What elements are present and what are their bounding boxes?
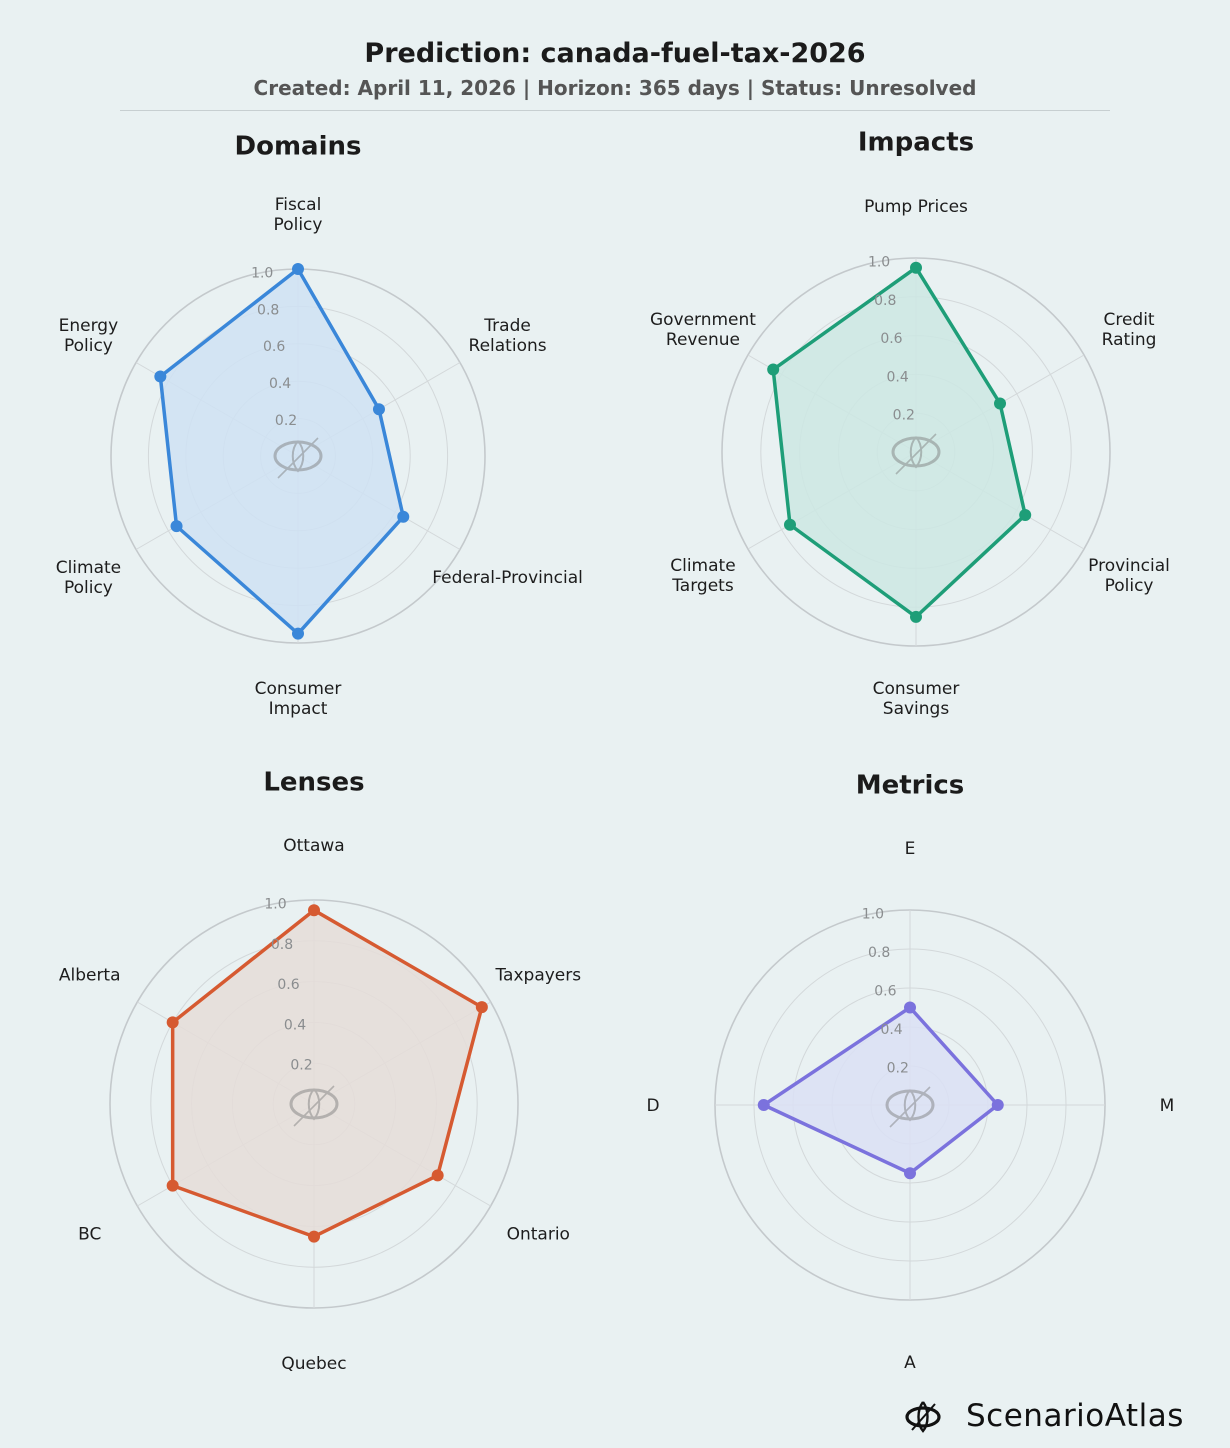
axis-label: Climate Targets [670, 556, 735, 596]
data-point [292, 263, 304, 275]
radial-tick-label: 0.6 [880, 331, 902, 347]
radial-tick-label: 0.2 [893, 408, 915, 424]
data-point [372, 403, 385, 416]
data-point [991, 1099, 1004, 1111]
axis-label: Quebec [281, 1354, 346, 1374]
data-point [910, 610, 922, 623]
data-point [767, 363, 780, 376]
radial-tick-label: 0.6 [263, 339, 285, 355]
radar-chart-domains: Domains 0.2 0.4 0.6 0.8 1.0 Fiscal Policy Trade R… [56, 132, 583, 720]
series-area [172, 910, 482, 1237]
data-point [431, 1169, 444, 1182]
radial-tick-label: 0.4 [284, 1017, 306, 1033]
radial-tick-label: 0.4 [269, 376, 291, 392]
data-point [783, 518, 796, 531]
data-point [292, 627, 304, 640]
axis-label: Credit Rating [1102, 310, 1157, 350]
axis-label: E [905, 839, 916, 859]
chart-title: Domains [235, 132, 362, 162]
radar-chart-metrics: Metrics 0.2 0.4 0.6 0.8 1.0 E M A D [646, 771, 1174, 1374]
page-subtitle: Created: April 11, 2026 | Horizon: 365 d… [253, 76, 977, 100]
radial-tick-label: 1.0 [251, 265, 273, 281]
header-divider [120, 110, 1110, 111]
data-point [308, 1230, 320, 1243]
data-point [154, 370, 167, 383]
watermark-logo-icon [289, 1085, 339, 1127]
axis-label: Consumer Savings [873, 679, 960, 719]
data-point [166, 1179, 179, 1192]
axis-label: Government Revenue [650, 310, 756, 350]
radial-tick-label: 0.8 [868, 945, 890, 961]
axis-label: Federal-Provincial [432, 568, 583, 588]
watermark-logo-icon [273, 437, 323, 479]
chart-title: Lenses [263, 768, 364, 798]
radial-tick-label: 0.6 [277, 977, 299, 993]
watermark-logo-icon [891, 433, 941, 475]
page-title: Prediction: canada-fuel-tax-2026 [364, 38, 866, 69]
axis-label: Pump Prices [864, 197, 968, 217]
axis-label: M [1160, 1096, 1175, 1116]
axis-label: Taxpayers [494, 966, 581, 986]
series-area [160, 269, 404, 634]
radial-tick-label: 1.0 [868, 254, 890, 270]
radial-tick-label: 0.8 [874, 293, 896, 309]
radial-tick-label: 1.0 [264, 897, 286, 913]
data-point [1019, 509, 1032, 522]
radar-chart-impacts: Impacts 0.2 0.4 0.6 0.8 1.0 Pump Prices Credit R… [650, 128, 1170, 720]
axis-label: BC [78, 1225, 101, 1245]
radial-tick-label: 0.4 [887, 369, 909, 385]
radial-tick-label: 0.8 [257, 302, 279, 318]
brand-name: ScenarioAtlas [966, 1398, 1184, 1434]
axis-label: Fiscal Policy [274, 195, 323, 235]
brand: ScenarioAtlas [900, 1396, 1210, 1440]
scenario-atlas-logo-icon [905, 1401, 941, 1433]
radial-tick-label: 1.0 [862, 906, 884, 922]
watermark-logo-icon [885, 1086, 935, 1128]
data-point [994, 397, 1007, 410]
axis-label: Ottawa [283, 836, 344, 856]
data-point [904, 1167, 916, 1180]
axis-label: Alberta [59, 966, 121, 986]
data-point [904, 1001, 916, 1014]
axis-label: Ontario [507, 1225, 570, 1245]
axis-label: D [646, 1096, 659, 1116]
radial-tick-label: 0.2 [275, 413, 297, 429]
axis-label: A [904, 1353, 916, 1373]
radial-tick-label: 0.6 [874, 983, 896, 999]
radial-tick-label: 0.2 [290, 1058, 312, 1074]
axis-label: Climate Policy [56, 558, 121, 598]
data-point [166, 1016, 179, 1029]
data-point [475, 1001, 488, 1014]
axis-label: Consumer Impact [255, 679, 342, 719]
radial-tick-label: 0.8 [271, 937, 293, 953]
series-area [773, 267, 1026, 617]
axis-label: Trade Relations [469, 316, 547, 356]
axis-label: Energy Policy [59, 316, 119, 356]
data-point [397, 510, 410, 523]
radial-tick-label: 0.2 [887, 1060, 909, 1076]
radar-chart-lenses: Lenses 0.2 0.4 0.6 0.8 1.0 Ottawa Taxpayers Onta… [59, 768, 581, 1375]
data-point [308, 904, 320, 917]
chart-title: Impacts [858, 128, 974, 158]
radial-tick-label: 0.4 [880, 1022, 902, 1038]
data-point [170, 520, 183, 533]
axis-label: Provincial Policy [1088, 556, 1170, 596]
chart-title: Metrics [856, 771, 965, 801]
data-point [910, 261, 922, 274]
data-point [757, 1099, 770, 1111]
